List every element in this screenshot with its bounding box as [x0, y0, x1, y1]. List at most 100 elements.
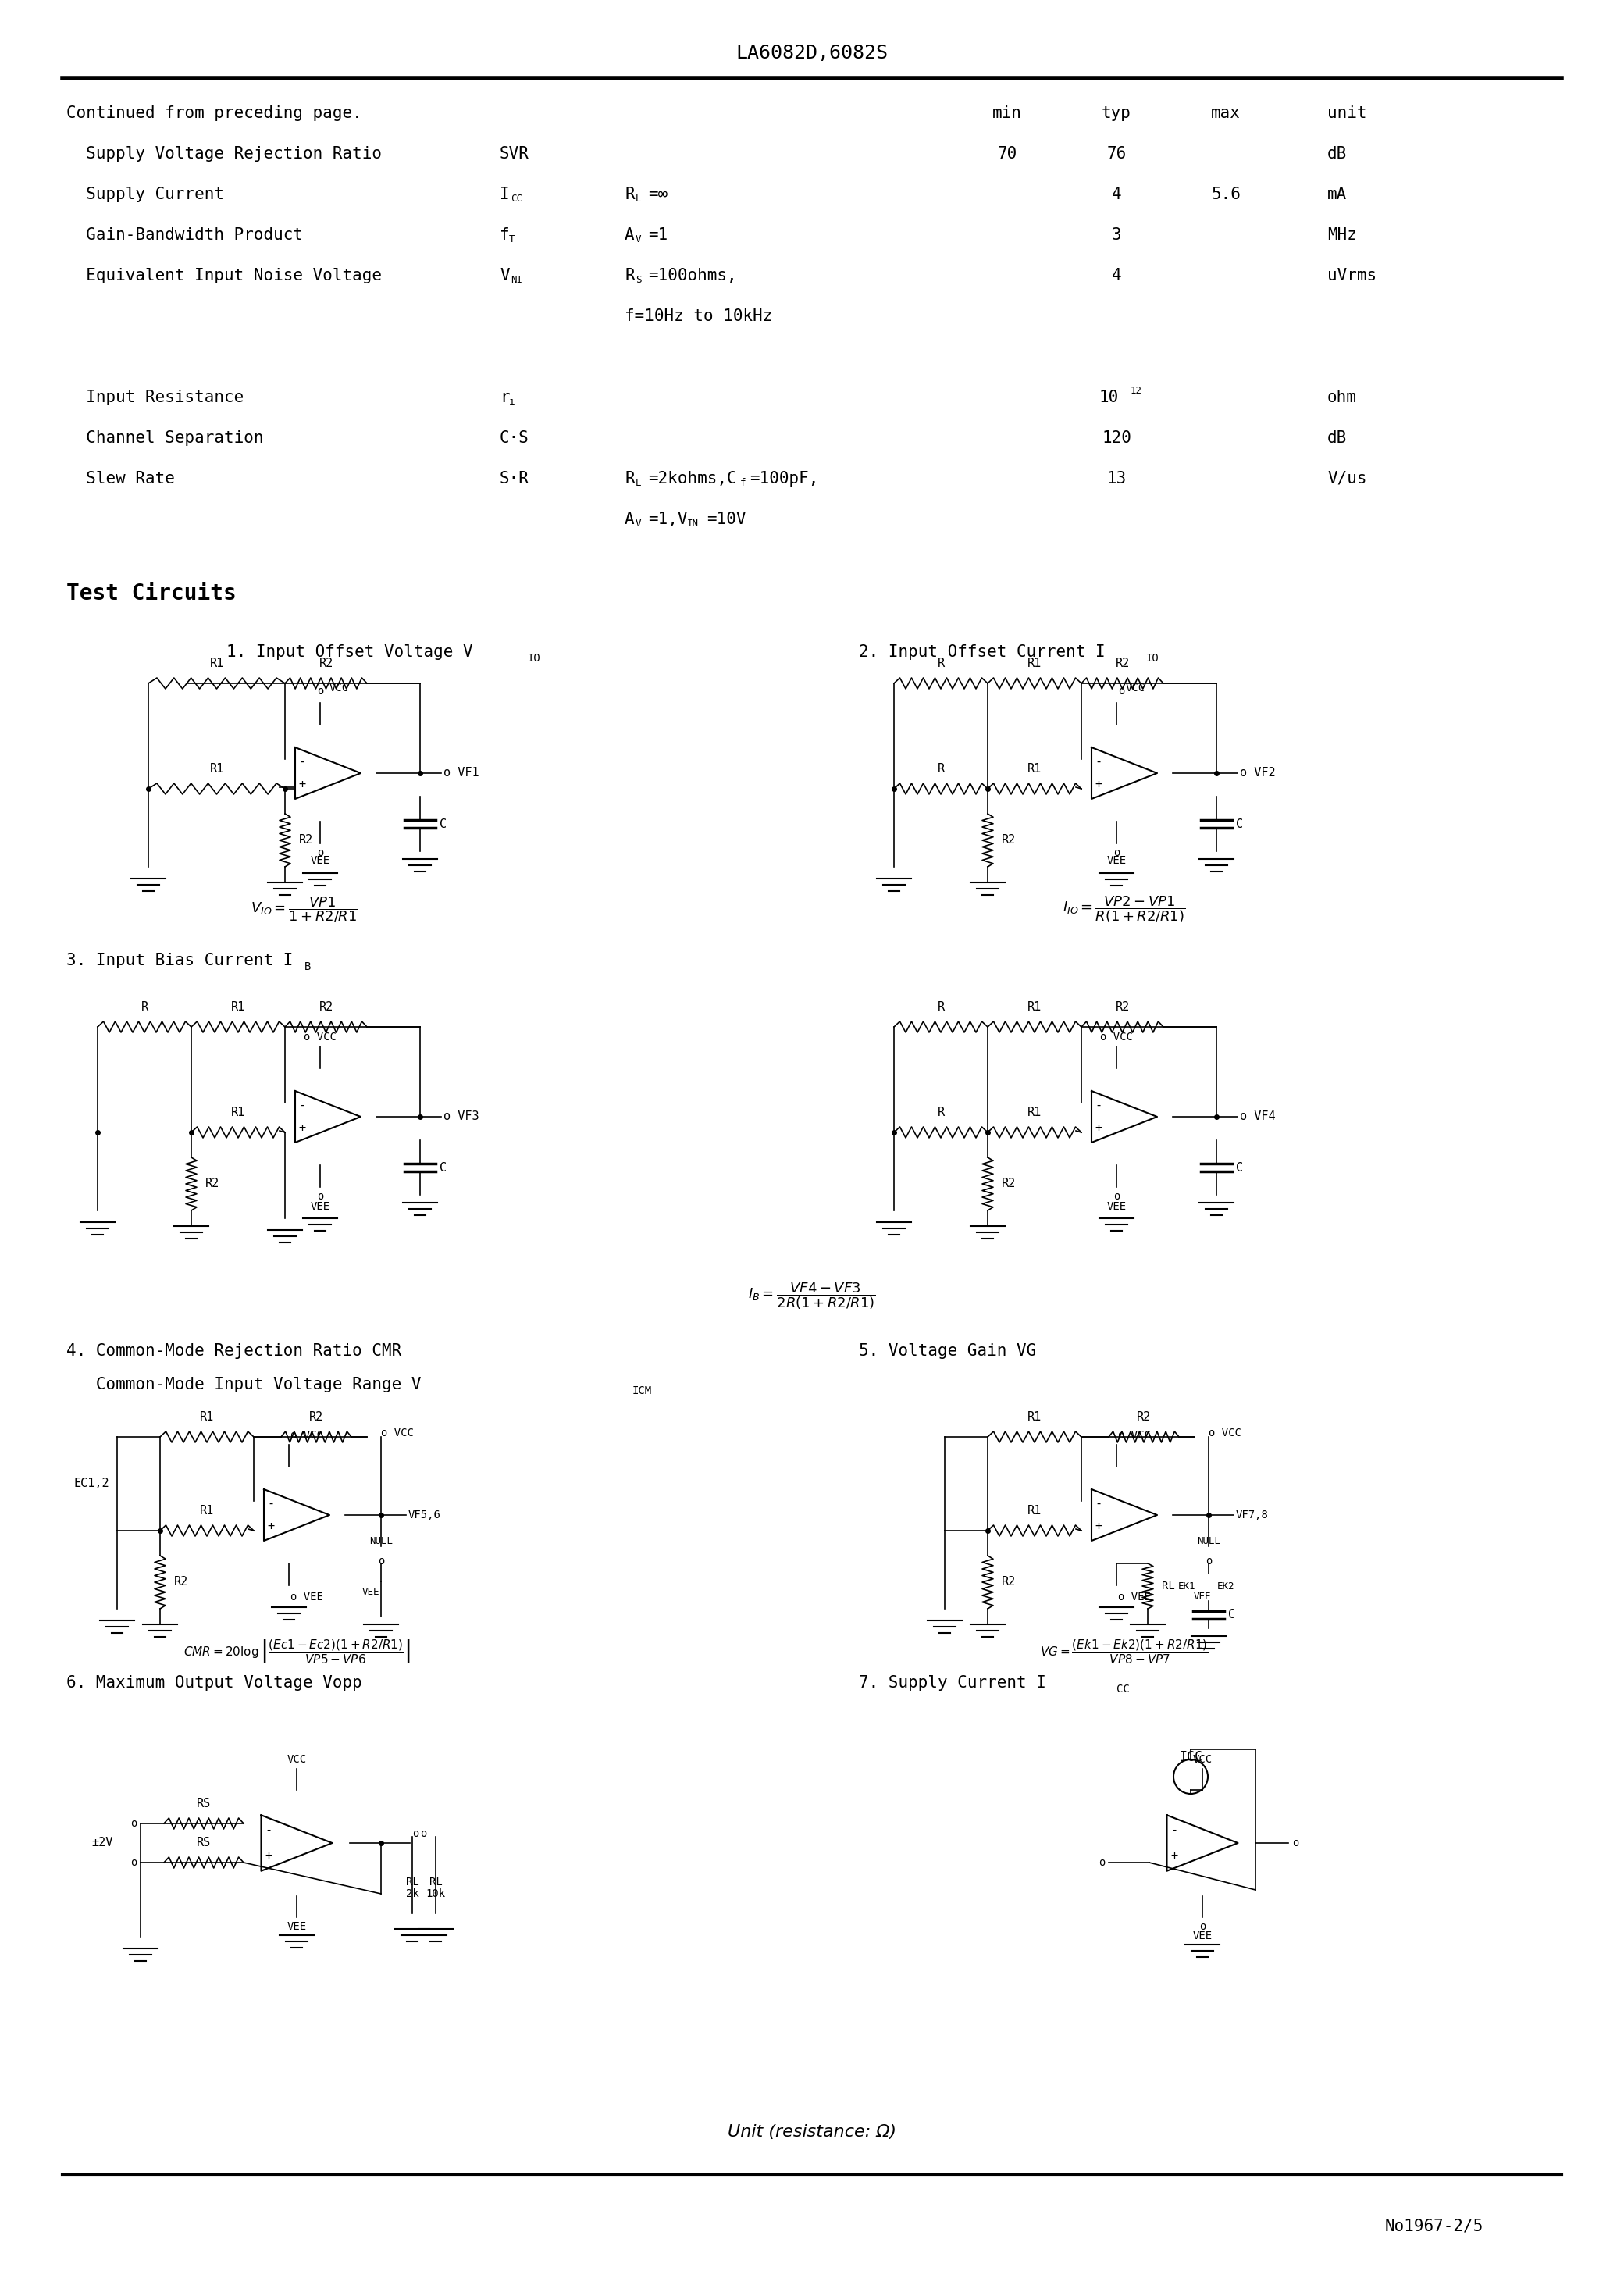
Text: RS: RS: [197, 1797, 211, 1809]
Text: o: o: [317, 847, 323, 859]
Text: R2: R2: [1116, 1000, 1129, 1014]
Text: =∞: =∞: [648, 187, 667, 203]
Text: R: R: [937, 1000, 945, 1014]
Text: i: i: [508, 396, 515, 408]
Text: 2k: 2k: [406, 1888, 419, 1900]
Text: 70: 70: [997, 146, 1017, 162]
Text: 4: 4: [1111, 269, 1122, 282]
Text: VCC: VCC: [330, 683, 349, 693]
Text: f=10Hz to 10kHz: f=10Hz to 10kHz: [625, 308, 773, 323]
Text: R2: R2: [299, 834, 313, 845]
Text: +: +: [1095, 1123, 1103, 1134]
Text: Equivalent Input Noise Voltage: Equivalent Input Noise Voltage: [67, 269, 382, 282]
Text: NI: NI: [510, 276, 523, 285]
Text: -: -: [299, 756, 305, 768]
Text: A: A: [625, 513, 635, 526]
Text: o: o: [130, 1818, 136, 1829]
Text: +: +: [299, 779, 305, 790]
Text: VCC: VCC: [287, 1754, 307, 1765]
Text: f: f: [500, 228, 510, 244]
Text: -: -: [299, 1100, 305, 1112]
Text: L: L: [635, 478, 641, 487]
Text: o: o: [1205, 1556, 1212, 1567]
Text: o: o: [1199, 1920, 1205, 1932]
Text: VEE: VEE: [1192, 1929, 1212, 1941]
Text: R2: R2: [1116, 658, 1129, 670]
Text: C: C: [1236, 818, 1242, 829]
Text: dB: dB: [1327, 146, 1346, 162]
Text: min: min: [992, 105, 1021, 121]
Text: C·S: C·S: [500, 431, 529, 446]
Text: T: T: [508, 235, 515, 244]
Text: V: V: [635, 235, 641, 244]
Text: ohm: ohm: [1327, 390, 1358, 405]
Text: f: f: [741, 478, 745, 487]
Text: =100pF,: =100pF,: [750, 472, 818, 487]
Text: Input Resistance: Input Resistance: [67, 390, 244, 405]
Text: +: +: [265, 1850, 273, 1861]
Text: o VEE: o VEE: [1117, 1592, 1151, 1601]
Text: o VF1: o VF1: [443, 768, 479, 779]
Text: 10k: 10k: [425, 1888, 445, 1900]
Text: EC1,2: EC1,2: [73, 1478, 109, 1490]
Text: ICM: ICM: [632, 1385, 653, 1396]
Text: R1: R1: [1028, 658, 1041, 670]
Text: dB: dB: [1327, 431, 1346, 446]
Text: o VCC: o VCC: [291, 1431, 323, 1440]
Text: R1: R1: [1028, 1000, 1041, 1014]
Text: 4: 4: [1111, 187, 1122, 203]
Text: Slew Rate: Slew Rate: [67, 472, 175, 487]
Text: R: R: [937, 658, 945, 670]
Text: $V_{IO}=\dfrac{VP1}{1+R2/R1}$: $V_{IO}=\dfrac{VP1}{1+R2/R1}$: [250, 895, 359, 925]
Text: Gain-Bandwidth Product: Gain-Bandwidth Product: [67, 228, 304, 244]
Text: Continued from preceding page.: Continued from preceding page.: [67, 105, 362, 121]
Text: VCC: VCC: [1192, 1754, 1212, 1765]
Text: R2: R2: [1002, 834, 1017, 845]
Text: o VCC: o VCC: [1208, 1428, 1241, 1437]
Text: SVR: SVR: [500, 146, 529, 162]
Text: 3: 3: [1111, 228, 1122, 244]
Text: R: R: [937, 1107, 945, 1118]
Text: EK2: EK2: [1216, 1581, 1234, 1592]
Text: o: o: [317, 1191, 323, 1203]
Text: RL: RL: [1161, 1581, 1174, 1592]
Text: -: -: [1171, 1825, 1177, 1836]
Text: R2: R2: [309, 1410, 323, 1424]
Text: =1: =1: [648, 228, 667, 244]
Text: 3. Input Bias Current I: 3. Input Bias Current I: [67, 952, 292, 968]
Text: 12: 12: [1130, 387, 1142, 396]
Text: =2kohms,C: =2kohms,C: [648, 472, 737, 487]
Text: o: o: [421, 1829, 427, 1838]
Text: R2: R2: [1002, 1576, 1017, 1588]
Text: R2: R2: [205, 1178, 219, 1189]
Text: -: -: [268, 1497, 274, 1508]
Text: +: +: [1095, 779, 1103, 790]
Text: R1: R1: [1028, 1506, 1041, 1517]
Text: o: o: [130, 1857, 136, 1868]
Text: S: S: [635, 276, 641, 285]
Text: R1: R1: [1028, 763, 1041, 775]
Text: NULL: NULL: [369, 1535, 393, 1547]
Text: 1. Input Offset Voltage V: 1. Input Offset Voltage V: [226, 645, 473, 661]
Text: 5.6: 5.6: [1212, 187, 1241, 203]
Text: $CMR=20\log\left|\dfrac{(Ec1-Ec2)(1+R2/R1)}{VP5-VP6}\right|$: $CMR=20\log\left|\dfrac{(Ec1-Ec2)(1+R2/R…: [184, 1638, 411, 1665]
Text: R: R: [141, 1000, 148, 1014]
Text: Channel Separation: Channel Separation: [67, 431, 263, 446]
Text: $VG=\dfrac{(Ek1-Ek2)(1+R2/R1)}{VP8-VP7}$: $VG=\dfrac{(Ek1-Ek2)(1+R2/R1)}{VP8-VP7}$: [1039, 1638, 1208, 1665]
Text: B: B: [305, 961, 312, 973]
Text: R1: R1: [231, 1107, 245, 1118]
Text: R1: R1: [1028, 1410, 1041, 1424]
Text: =100ohms,: =100ohms,: [648, 269, 737, 282]
Text: VEE: VEE: [362, 1588, 380, 1597]
Text: RL: RL: [429, 1877, 442, 1888]
Text: IN: IN: [687, 519, 698, 528]
Text: CC: CC: [1117, 1683, 1130, 1695]
Text: o: o: [1098, 1857, 1104, 1868]
Text: R1: R1: [1028, 1107, 1041, 1118]
Text: R: R: [625, 269, 635, 282]
Text: o: o: [1112, 847, 1121, 859]
Text: o: o: [412, 1829, 419, 1838]
Text: MHz: MHz: [1327, 228, 1358, 244]
Text: o VEE: o VEE: [291, 1592, 323, 1601]
Text: ICC: ICC: [1179, 1750, 1202, 1763]
